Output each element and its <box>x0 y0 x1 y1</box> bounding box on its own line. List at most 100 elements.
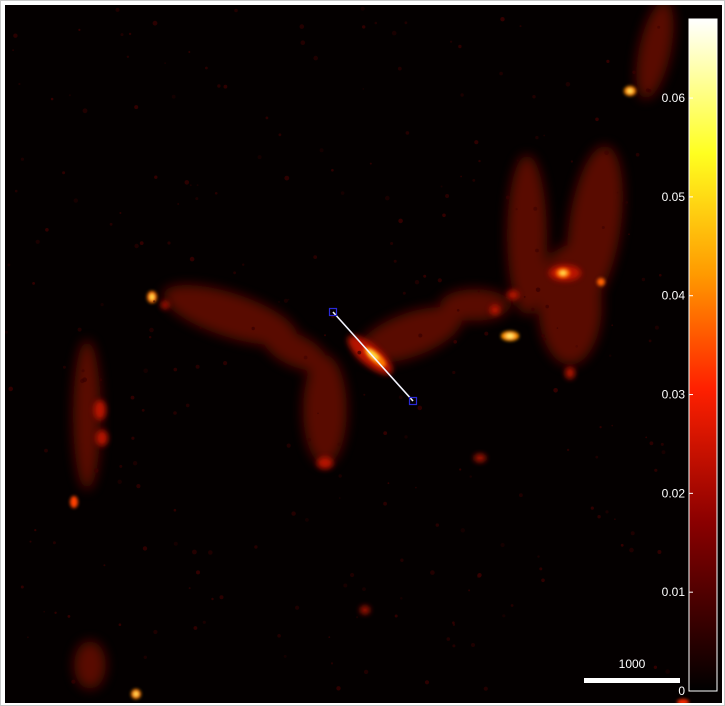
speckle <box>499 71 503 76</box>
speckle <box>648 339 652 343</box>
speckle <box>331 168 334 172</box>
speckle <box>477 573 482 578</box>
speckle <box>27 636 29 639</box>
speckle <box>405 131 410 135</box>
speckle <box>8 386 13 392</box>
speckle <box>173 411 177 415</box>
speckle <box>515 208 518 211</box>
speckle <box>363 669 369 675</box>
speckle <box>195 364 200 369</box>
speckle <box>199 326 202 329</box>
speckle <box>77 327 82 332</box>
selection-handle-end[interactable] <box>408 396 418 406</box>
speckle <box>471 643 475 647</box>
speckle <box>484 331 489 336</box>
speckle <box>202 620 206 624</box>
speckle <box>189 256 195 262</box>
speckle <box>305 518 309 522</box>
speckle <box>599 426 602 429</box>
speckle <box>139 241 144 246</box>
speckle <box>456 309 460 312</box>
speckle <box>284 175 290 181</box>
speckle <box>390 242 394 245</box>
selection-handle-start[interactable] <box>328 307 338 317</box>
scale-bar: 1000 <box>584 657 680 683</box>
speckle <box>188 51 191 53</box>
speckle <box>196 184 199 187</box>
speckle <box>519 493 523 498</box>
speckle <box>67 615 71 618</box>
speckle <box>653 665 658 669</box>
speckle <box>445 194 450 198</box>
speckle <box>362 25 366 29</box>
speckle <box>117 479 122 484</box>
speckle <box>539 567 543 571</box>
speckle <box>223 361 228 366</box>
speckle <box>483 686 488 691</box>
speckle <box>468 589 471 592</box>
speckle <box>474 140 479 145</box>
speckle <box>502 614 506 618</box>
speckle <box>330 662 334 665</box>
speckle <box>317 412 319 415</box>
speckle <box>541 334 545 338</box>
speckle <box>437 278 442 283</box>
speckle <box>62 171 66 175</box>
speckle <box>519 25 522 28</box>
speckle <box>20 585 24 589</box>
speckle <box>645 88 650 93</box>
speckle <box>630 531 635 536</box>
speckle <box>350 572 355 578</box>
speckle <box>657 25 661 29</box>
speckle <box>118 623 122 626</box>
speckle <box>394 614 398 618</box>
colorbar-tick-label: 0.06 <box>662 91 686 105</box>
speckle <box>286 443 291 448</box>
speckle <box>81 369 85 373</box>
speckle <box>393 259 397 263</box>
speckle <box>535 135 539 140</box>
speckle <box>657 550 662 554</box>
speckle <box>404 21 408 25</box>
speckle <box>532 95 536 99</box>
speckle <box>217 84 221 88</box>
speckle <box>424 680 430 685</box>
speckle <box>500 17 505 22</box>
speckle <box>291 511 296 516</box>
line-selection[interactable] <box>328 307 418 406</box>
speckle <box>99 378 103 382</box>
speckle <box>460 528 465 533</box>
speckle <box>136 484 141 489</box>
speckle <box>533 206 538 211</box>
speckle <box>299 24 305 29</box>
speckle <box>134 105 139 110</box>
speckle <box>219 595 224 600</box>
speckle <box>635 152 640 157</box>
heatmap-image[interactable]: 1000 0.06 0.05 0.04 0.03 0.02 0.01 0 <box>5 5 722 703</box>
colorbar-tick-label: 0.05 <box>662 190 686 204</box>
speckle <box>398 218 403 224</box>
speckle <box>632 70 636 75</box>
scale-bar-line <box>584 678 680 683</box>
speckle <box>153 629 158 635</box>
speckle <box>20 157 24 161</box>
speckle <box>153 300 156 303</box>
speckle <box>450 40 453 43</box>
speckle <box>440 185 443 188</box>
scale-bar-label: 1000 <box>619 657 646 671</box>
speckle <box>660 442 664 446</box>
speckle <box>54 611 57 614</box>
speckle <box>477 290 480 293</box>
speckle <box>131 436 135 440</box>
selection-line[interactable] <box>332 311 414 402</box>
speckle <box>313 255 318 259</box>
speckle <box>173 508 177 512</box>
speckle <box>590 506 594 510</box>
speckle <box>251 326 255 331</box>
speckle <box>356 616 359 619</box>
speckle <box>303 355 308 360</box>
speckle <box>595 117 599 122</box>
diffuse-signal <box>73 5 674 689</box>
speckle <box>537 555 540 558</box>
